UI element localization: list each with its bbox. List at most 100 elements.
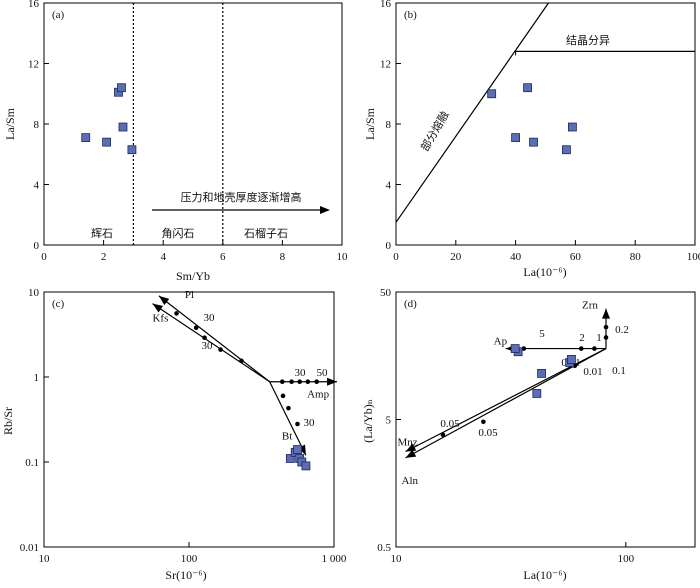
panel-c-frame <box>43 291 335 548</box>
panel-b-label: (b) <box>404 9 417 21</box>
panel-d-label: (d) <box>404 298 417 310</box>
y-tick-label: 0 <box>386 240 392 252</box>
mnz-arrowhead <box>405 443 417 452</box>
panel-d-xlabel: La(10⁻⁶) <box>523 568 566 582</box>
vector-tick-dot <box>314 379 320 385</box>
amp-arrowhead <box>327 377 338 386</box>
panel-c-xlabel: Sr(10⁻⁶) <box>165 568 206 582</box>
x-tick-label: 100 <box>618 553 635 565</box>
panel-b: (b) La(10⁻⁶) La/Sm 0 20 40 60 80 100 0 4 8 12 16 部… <box>363 0 700 279</box>
y-tick-label: 16 <box>380 0 392 10</box>
panel-a-ylabel: La/Sm <box>3 107 17 140</box>
vector-tick-label: 30 <box>295 367 307 379</box>
data-point <box>117 83 126 93</box>
partial-melting-label: 部分熔融 <box>417 108 451 153</box>
vector-tick-label: 50 <box>317 367 329 379</box>
vector-tick-dot <box>521 346 527 351</box>
data-point <box>102 137 111 147</box>
vector-tick-dot <box>481 419 486 425</box>
data-point <box>529 137 538 147</box>
y-tick-label: 12 <box>28 59 39 71</box>
y-tick-label: 50 <box>380 287 392 299</box>
data-point <box>285 454 295 463</box>
panel-c-label: (c) <box>52 298 65 310</box>
data-point <box>562 145 571 155</box>
x-tick-label: 8 <box>280 251 286 263</box>
y-tick-label: 5 <box>386 415 392 427</box>
kfs-vector <box>152 303 270 383</box>
data-point <box>568 122 577 132</box>
vector-tick-dot <box>297 379 302 385</box>
panel-c: (c) Sr(10⁻⁶) Rb/Sr 10 100 1 0000.010.1110 … <box>1 287 347 582</box>
y-tick-label: 12 <box>380 59 391 71</box>
data-point <box>510 344 520 353</box>
partial-melting-trend-line <box>395 2 549 223</box>
panel-a: (a) Sm/Yb La/Sm 0 2 4 6 8 10 0 4 8 12 16 辉石 角闪石 石榴… <box>3 0 348 283</box>
panel-a-label: (a) <box>52 9 65 21</box>
bt-vector <box>269 381 307 456</box>
zrn-arrowhead <box>602 308 611 319</box>
y-tick-label: 8 <box>34 119 40 131</box>
x-tick-label: 80 <box>630 251 642 263</box>
data-point <box>81 133 91 143</box>
x-tick-label: 40 <box>510 251 522 263</box>
vector-tick-label: 30 <box>202 340 214 352</box>
panel-d: (d) La(10⁻⁶) (La/Yb)ₙ 10 100 0.5 5 50 Zrn 0.1… <box>361 287 696 582</box>
y-tick-label: 4 <box>386 180 392 192</box>
vector-tick-dot <box>280 393 286 399</box>
x-tick-label: 2 <box>101 251 107 263</box>
panel-a-xlabel: Sm/Yb <box>176 269 210 283</box>
y-tick-label: 16 <box>28 0 40 10</box>
vector-tick-dot <box>280 379 285 385</box>
amp-label: Amp <box>307 389 330 401</box>
vector-tick-label: 0.05 <box>440 418 460 430</box>
vector-tick-label: 2 <box>579 332 585 344</box>
kfs-label: Kfs <box>152 313 168 325</box>
data-point <box>118 122 128 132</box>
x-tick-label: 6 <box>220 251 226 263</box>
panel-b-ylabel: La/Sm <box>363 107 377 140</box>
vector-tick-dot <box>578 346 584 351</box>
pl-arrowhead <box>158 295 170 306</box>
x-tick-label: 100 <box>181 553 198 565</box>
vector-tick-dot <box>193 325 199 331</box>
x-tick-label: 10 <box>337 251 349 263</box>
region-label-garnet: 石榴子石 <box>244 226 288 240</box>
vector-tick-dot <box>295 421 300 427</box>
panel-d-ylabel: (La/Yb)ₙ <box>361 399 375 443</box>
x-tick-label: 10 <box>391 553 403 565</box>
vector-tick-dot <box>305 379 311 385</box>
panel-c-ylabel: Rb/Sr <box>1 407 15 435</box>
vector-tick-label: 0.01 <box>583 366 602 378</box>
data-point <box>532 389 542 398</box>
vector-tick-dot <box>289 379 294 385</box>
vector-tick-dot <box>202 335 207 340</box>
zrn-label: Zrn <box>582 300 598 312</box>
x-tick-label: 4 <box>160 251 166 263</box>
vector-tick-label: 0.05 <box>478 427 498 439</box>
data-point <box>487 89 497 99</box>
crystallization-label: 结晶分异 <box>566 34 610 47</box>
y-tick-label: 4 <box>34 180 40 192</box>
data-point <box>537 368 546 378</box>
vector-tick-label: 5 <box>539 328 545 340</box>
data-point <box>523 83 532 93</box>
vector-tick-dot <box>174 311 179 316</box>
vector-tick-dot <box>603 324 609 330</box>
x-tick-label: 1 000 <box>322 553 347 565</box>
x-tick-label: 20 <box>450 251 462 263</box>
panel-a-frame <box>43 2 343 246</box>
kfs-arrowhead <box>152 303 164 313</box>
vector-tick-label: 0.1 <box>612 365 626 377</box>
data-point <box>567 355 576 364</box>
aln-arrowhead <box>405 449 417 458</box>
vector-tick-label: 0.2 <box>615 324 629 336</box>
vector-tick-label: 1 <box>596 332 602 344</box>
y-tick-label: 0 <box>34 240 40 252</box>
vector-tick-dot <box>239 358 244 364</box>
pressure-arrow-label: 压力和地壳厚度逐渐增高 <box>181 190 302 204</box>
pressure-arrowhead <box>320 206 330 214</box>
y-tick-label: 0.5 <box>377 542 391 554</box>
pl-vector <box>158 295 271 383</box>
vector-tick-dot <box>218 347 223 352</box>
